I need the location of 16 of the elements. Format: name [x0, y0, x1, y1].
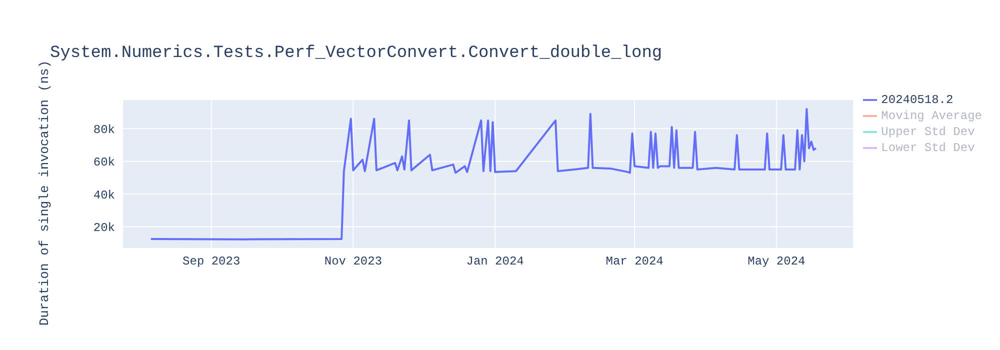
line-series	[150, 108, 817, 240]
x-tick-label: Nov 2023	[324, 254, 382, 269]
y-tick-label: 80k	[93, 122, 115, 137]
x-tick-label: Sep 2023	[182, 254, 240, 269]
x-tick-label: Mar 2024	[606, 254, 664, 269]
legend-label: 20240518.2	[881, 93, 954, 107]
y-tick-label: 40k	[93, 188, 115, 202]
x-tick-label: Jan 2024	[466, 254, 524, 269]
legend-label: Moving Average	[881, 109, 982, 123]
y-tick-label: 60k	[93, 156, 115, 170]
y-axis-title: Duration of single invocation (ns)	[37, 60, 52, 326]
y-tick-label: 20k	[93, 221, 115, 235]
legend-label: Upper Std Dev	[881, 125, 975, 139]
chart-title: System.Numerics.Tests.Perf_VectorConvert.Convert_double_long	[50, 44, 662, 63]
legend-label: Lower Std Dev	[881, 141, 975, 155]
x-tick-label: May 2024	[748, 254, 806, 269]
